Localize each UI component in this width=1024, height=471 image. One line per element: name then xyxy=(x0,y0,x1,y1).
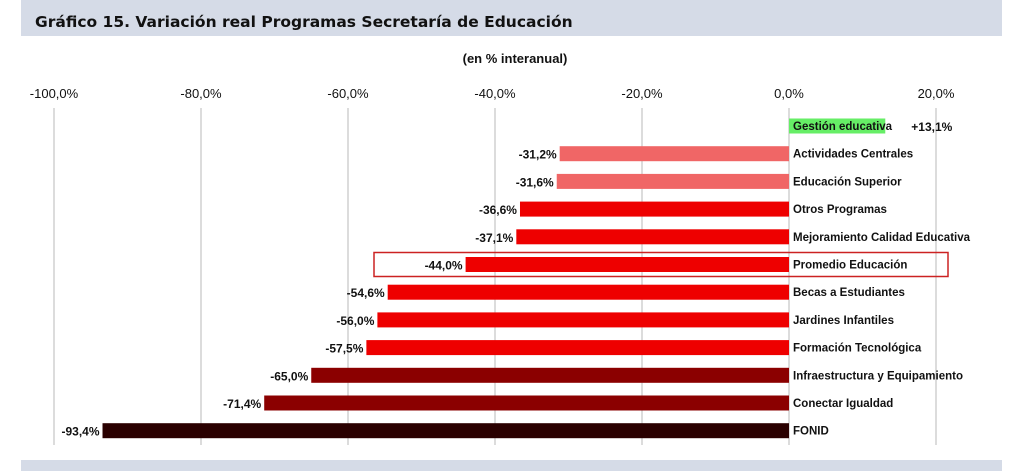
bar xyxy=(387,284,789,300)
value-label: -44,0% xyxy=(425,259,463,273)
chart-title: Gráfico 15. Variación real Programas Sec… xyxy=(35,13,573,31)
bar xyxy=(377,312,789,328)
bar xyxy=(102,423,789,439)
category-label: FONID xyxy=(793,426,829,438)
category-label: Jardines Infantiles xyxy=(793,315,894,327)
x-tick-label: -60,0% xyxy=(327,86,369,101)
value-label: -37,1% xyxy=(475,231,513,245)
x-axis-ticks: -100,0% -80,0% -60,0% -40,0% -20,0% 0,0% 20,0% xyxy=(30,86,955,101)
category-label: Becas a Estudiantes xyxy=(793,287,905,299)
value-label: -71,4% xyxy=(223,397,261,411)
bar xyxy=(516,229,789,245)
category-label: Conectar Igualdad xyxy=(793,398,893,410)
value-label: -31,6% xyxy=(516,175,554,189)
bar xyxy=(465,257,789,272)
chart-subtitle: (en % interanual) xyxy=(463,51,568,66)
bar xyxy=(559,146,789,162)
bar xyxy=(311,367,789,383)
x-tick-label: -40,0% xyxy=(474,86,516,101)
bar xyxy=(366,340,789,356)
value-label: -36,6% xyxy=(479,203,517,217)
bar xyxy=(519,201,789,217)
value-label: +13,1% xyxy=(911,120,952,134)
value-label: -57,5% xyxy=(325,342,363,356)
value-label: -65,0% xyxy=(270,369,308,383)
title-band: Gráfico 15. Variación real Programas Sec… xyxy=(21,0,1002,36)
x-tick-label: 20,0% xyxy=(918,86,955,101)
x-tick-label: -20,0% xyxy=(621,86,663,101)
category-label: Mejoramiento Calidad Educativa xyxy=(793,232,971,244)
category-label: Otros Programas xyxy=(793,204,887,216)
value-label: -54,6% xyxy=(347,286,385,300)
value-label: -93,4% xyxy=(61,425,99,439)
x-tick-label: 0,0% xyxy=(774,86,804,101)
category-label: Gestión educativa xyxy=(793,121,893,133)
category-label: Promedio Educación xyxy=(793,260,907,272)
x-tick-label: -100,0% xyxy=(30,86,79,101)
labels: Gestión educativa +13,1% Actividades Centr… xyxy=(61,120,970,439)
category-label: Infraestructura y Equipamiento xyxy=(793,370,963,382)
category-label: Actividades Centrales xyxy=(793,149,913,161)
bar xyxy=(264,395,790,411)
bar xyxy=(789,118,886,134)
value-label: -31,2% xyxy=(519,148,557,162)
bars xyxy=(102,118,886,439)
category-label: Educación Superior xyxy=(793,176,902,188)
value-label: -56,0% xyxy=(336,314,374,328)
highlight-box xyxy=(373,251,949,278)
bar xyxy=(556,173,789,189)
category-label: Formación Tecnológica xyxy=(793,343,922,355)
bottom-band xyxy=(21,460,1002,471)
x-tick-label: -80,0% xyxy=(180,86,222,101)
